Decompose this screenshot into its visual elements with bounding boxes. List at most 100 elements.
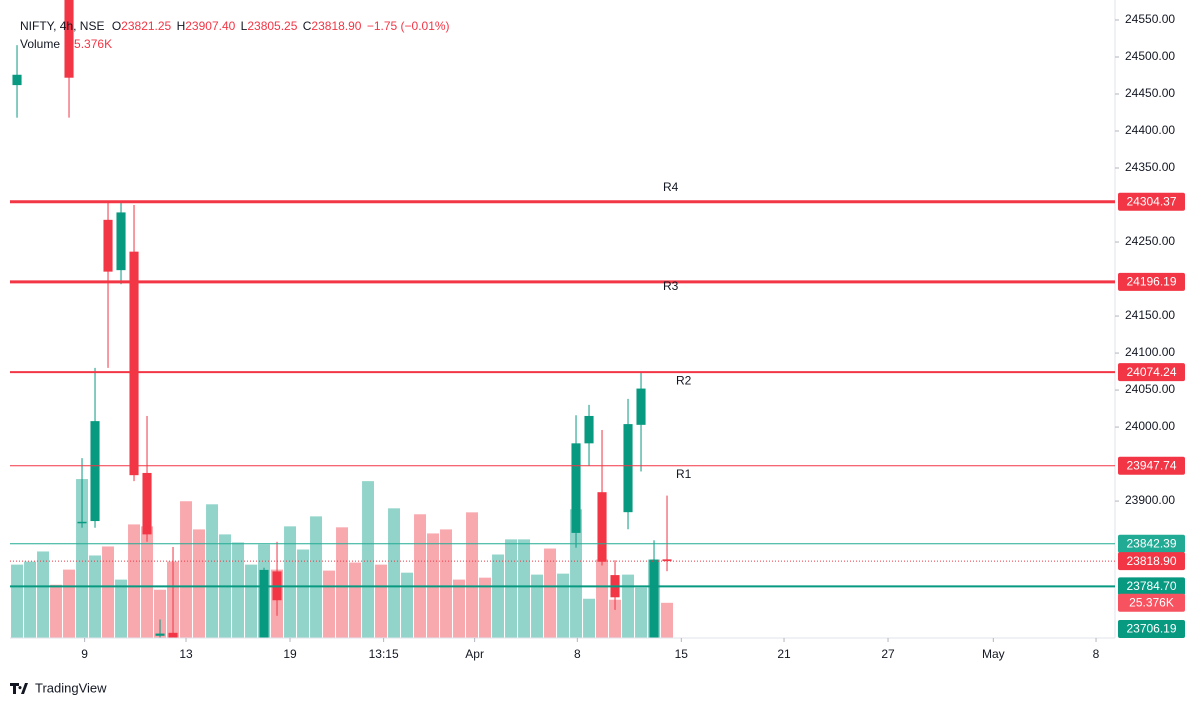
volume-bar: [37, 551, 49, 638]
volume-bar: [63, 569, 75, 638]
candle-body: [129, 251, 139, 476]
volume-bar: [492, 554, 504, 638]
candle-body: [155, 633, 165, 636]
volume-bar: [89, 555, 101, 638]
volume-bar: [570, 509, 582, 638]
plot-area: [11, 0, 673, 638]
level-name: R4: [663, 180, 679, 194]
level-tag: 23947.74: [1126, 458, 1176, 472]
x-tick-label: 19: [283, 647, 297, 661]
ohlc-value: 23907.40: [185, 19, 235, 33]
change: −1.75 (−0.01%): [367, 19, 450, 33]
volume-bar: [115, 579, 127, 638]
y-tick-label: 24050.00: [1125, 382, 1175, 396]
candle-body: [142, 472, 152, 535]
x-tick-label: 27: [881, 647, 895, 661]
ohlc-letter: O: [112, 19, 121, 33]
volume-bar: [635, 587, 647, 638]
symbol: NIFTY, 4h, NSE: [20, 19, 104, 33]
logo: [10, 683, 28, 694]
volume-bar: [180, 501, 192, 638]
brand-name: TradingView: [35, 680, 107, 695]
y-tick-label: 24450.00: [1125, 86, 1175, 100]
y-tick-label: 24000.00: [1125, 419, 1175, 433]
y-tick-label: 24100.00: [1125, 345, 1175, 359]
volume-bar: [128, 524, 140, 638]
volume-bar: [466, 512, 478, 638]
level-tag: 24304.37: [1126, 194, 1176, 208]
level-tag: 24196.19: [1126, 275, 1176, 289]
y-tick-label: 24500.00: [1125, 49, 1175, 63]
x-tick-label: 8: [574, 647, 581, 661]
level-tag-box: [1118, 620, 1185, 638]
candle-body: [571, 443, 581, 533]
volume-bar: [388, 508, 400, 638]
volume-bar: [414, 514, 426, 638]
volume-bar: [206, 504, 218, 638]
level-name: R1: [676, 467, 692, 481]
volume-header: Volume 25.376K: [20, 37, 112, 51]
x-tick-label: 9: [81, 647, 88, 661]
volume-bar: [50, 584, 62, 638]
ohlc-letter: L: [241, 19, 248, 33]
volume-bar: [544, 548, 556, 638]
y-tick-label: 24550.00: [1125, 12, 1175, 26]
volume-bar: [453, 579, 465, 638]
level-tag-box: [1118, 577, 1185, 596]
x-tick-label: 13:15: [369, 647, 399, 661]
volume-bar: [375, 564, 387, 638]
volume-bar: [323, 570, 335, 638]
candle-body: [662, 559, 672, 562]
y-tick-label: 24150.00: [1125, 308, 1175, 322]
volume-bar: [609, 599, 621, 638]
level-tag: 23842.39: [1126, 536, 1176, 550]
level-tag-box: [1118, 272, 1185, 291]
y-tick-label: 24350.00: [1125, 160, 1175, 174]
candle-body: [649, 559, 659, 638]
candle-body: [623, 424, 633, 513]
level-name: R2: [676, 373, 692, 387]
x-tick-label: 21: [777, 647, 791, 661]
volume-bar: [583, 598, 595, 638]
x-tick-label: 8: [1093, 647, 1100, 661]
volume-bar: [479, 577, 491, 638]
volume-bar: [141, 526, 153, 638]
volume-tag-box: [1118, 593, 1185, 612]
volume-bar: [193, 529, 205, 638]
candle-body: [636, 388, 646, 425]
ohlc-value: 23818.90: [311, 19, 361, 33]
volume-bar: [245, 564, 257, 638]
volume-bar: [557, 573, 569, 638]
volume-value: 25.376K: [67, 37, 112, 51]
brand: TradingView: [10, 680, 107, 695]
level-tag-box: [1118, 192, 1185, 211]
volume-bar: [76, 479, 88, 638]
volume-bar: [440, 529, 452, 638]
last-price-tag: 23818.90: [1126, 554, 1176, 568]
ohlc-value: 23821.25: [121, 19, 171, 33]
volume-bar: [661, 602, 673, 638]
y-tick-label: 24400.00: [1125, 123, 1175, 137]
volume-title: Volume: [20, 37, 60, 51]
candle-body: [584, 415, 594, 444]
volume-bar: [11, 564, 23, 638]
y-tick-label: 23900.00: [1125, 493, 1175, 507]
level-tag: 23784.70: [1126, 579, 1176, 593]
volume-bar: [310, 516, 322, 638]
volume-bar: [284, 526, 296, 638]
volume-bar: [531, 574, 543, 638]
level-tag-box: [1118, 534, 1185, 553]
candle-body: [12, 74, 22, 86]
volume-tag: 25.376K: [1129, 595, 1174, 609]
volume-bar: [505, 539, 517, 638]
candle-body: [64, 0, 74, 78]
volume-bar: [518, 539, 530, 638]
candle-body: [77, 521, 87, 524]
level-name: R3: [663, 279, 679, 293]
ohlc-letter: H: [177, 19, 186, 33]
volume-bar: [336, 527, 348, 638]
level-tag: 24074.24: [1126, 365, 1176, 379]
volume-bar: [24, 561, 36, 638]
volume-bar: [401, 572, 413, 638]
volume-bar: [297, 549, 309, 638]
